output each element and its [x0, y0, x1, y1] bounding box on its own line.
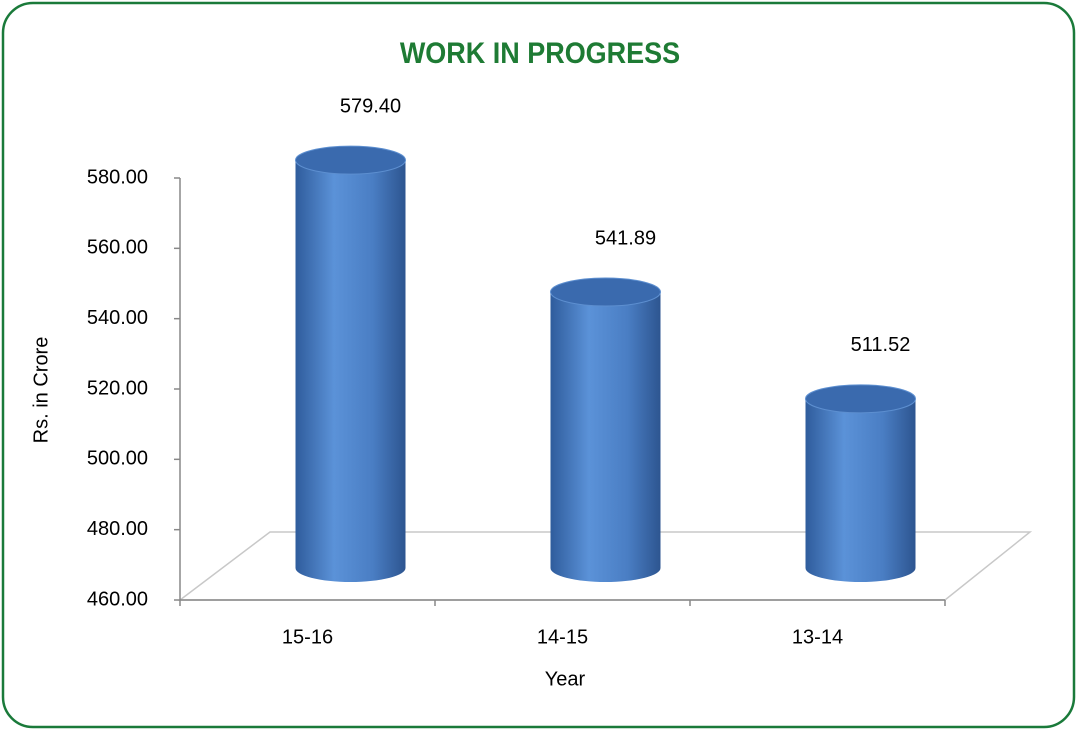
bar [550, 292, 661, 582]
bar-top [805, 384, 916, 414]
y-tick-label: 560.00 [87, 237, 148, 259]
x-axis-label: Year [545, 668, 586, 690]
chart-title: WORK IN PROGRESS [400, 37, 680, 71]
y-axis-label: Rs. in Crore [30, 337, 52, 444]
y-tick-label: 480.00 [87, 518, 148, 540]
bar [295, 160, 406, 583]
data-label: 541.89 [595, 227, 656, 249]
y-tick-label: 580.00 [87, 166, 148, 188]
bar [805, 398, 916, 582]
y-tick-label: 500.00 [87, 448, 148, 470]
x-tick-label: 15-16 [282, 626, 333, 648]
y-tick-label: 540.00 [87, 307, 148, 329]
y-tick-label: 520.00 [87, 377, 148, 399]
bar-top [295, 145, 406, 175]
x-tick-label: 13-14 [792, 626, 843, 648]
bar-top [550, 277, 661, 307]
y-tick-label: 460.00 [87, 588, 148, 610]
x-tick-label: 14-15 [537, 626, 588, 648]
data-label: 579.40 [340, 95, 401, 117]
data-label: 511.52 [851, 334, 911, 356]
